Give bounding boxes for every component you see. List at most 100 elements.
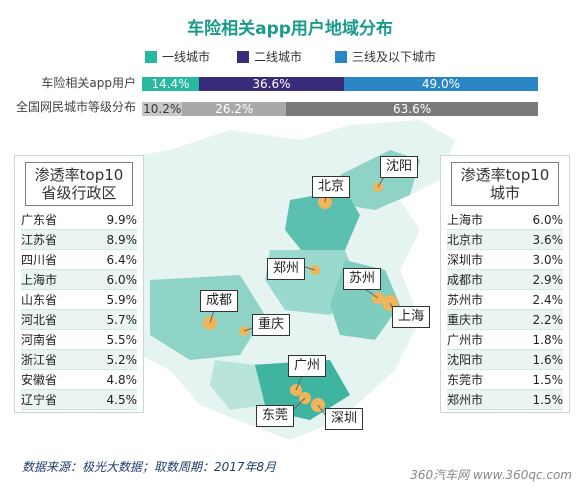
province-name: 上海市 [21, 273, 58, 287]
province-row: 安徽省 4.8% [21, 370, 137, 390]
legend-item-tier3: 三线及以下城市 [335, 48, 436, 65]
city-value: 2.2% [532, 312, 564, 327]
province-name: 河南省 [21, 333, 58, 347]
city-value: 1.8% [532, 332, 564, 347]
province-name: 四川省 [21, 253, 58, 267]
province-row: 江苏省 8.9% [21, 230, 137, 250]
city-panel-title-line2: 城市 [489, 184, 520, 202]
city-name: 郑州市 [447, 393, 484, 407]
city-row: 上海市 6.0% [447, 210, 563, 230]
city-value: 1.5% [532, 392, 564, 407]
bar-segment-tier3: 49.0% [343, 77, 538, 91]
province-row: 河北省 5.7% [21, 310, 137, 330]
map-label-dongguan: 东莞 [256, 405, 295, 427]
province-row: 四川省 6.4% [21, 250, 137, 270]
city-panel: 渗透率top10 城市 上海市 6.0% 北京市 3.6% 深圳市 3.0% 成都市 2.9%… [440, 155, 570, 413]
province-row: 辽宁省 4.5% [21, 390, 137, 410]
city-name: 沈阳市 [447, 353, 484, 367]
city-row: 郑州市 1.5% [447, 390, 563, 410]
city-value: 3.0% [532, 252, 564, 267]
bar-segment-tier2: 26.2% [182, 102, 287, 116]
map-label-chongqing: 重庆 [252, 314, 291, 336]
province-value: 5.7% [106, 312, 138, 327]
province-panel: 渗透率top10 省级行政区 广东省 9.9% 江苏省 8.9% 四川省 6.4% 上海市 6… [14, 155, 144, 413]
city-panel-title-line1: 渗透率top10 [460, 166, 550, 184]
province-value: 5.9% [106, 292, 138, 307]
watermark: 360汽车网 www.360qc.com [410, 468, 572, 482]
legend: 一线城市 二线城市 三线及以下城市 [145, 48, 565, 68]
chart-title: 车险相关app用户地域分布 [187, 19, 393, 39]
province-row: 河南省 5.5% [21, 330, 137, 350]
province-row: 浙江省 5.2% [21, 350, 137, 370]
legend-swatch-tier3 [335, 50, 347, 63]
bar-segment-tier3: 63.6% [286, 102, 538, 116]
city-panel-title: 渗透率top10 城市 [451, 162, 559, 206]
province-row: 广东省 9.9% [21, 210, 137, 230]
legend-item-tier2: 二线城市 [237, 48, 302, 65]
city-value: 2.4% [532, 292, 564, 307]
map-label-zhengzhou: 郑州 [267, 258, 306, 280]
map-label-shenyang: 沈阳 [380, 156, 419, 178]
province-value: 9.9% [106, 212, 138, 227]
legend-item-tier1: 一线城市 [145, 48, 210, 65]
city-name: 东莞市 [447, 373, 484, 387]
province-panel-title-line1: 渗透率top10 [34, 166, 124, 184]
province-name: 江苏省 [21, 233, 58, 247]
stacked-bar-app: 14.4% 36.6% 49.0% [142, 77, 538, 91]
province-value: 4.8% [106, 372, 138, 387]
data-source-note: 数据来源：极光大数据；取数周期：2017年8月 [22, 460, 277, 474]
province-panel-title-line2: 省级行政区 [41, 184, 117, 202]
city-row: 重庆市 2.2% [447, 310, 563, 330]
city-name: 深圳市 [447, 253, 484, 267]
city-name: 重庆市 [447, 313, 484, 327]
city-row: 深圳市 3.0% [447, 250, 563, 270]
city-name: 苏州市 [447, 293, 484, 307]
province-value: 4.5% [106, 392, 138, 407]
bar-row-label-netizen: 全国网民城市等级分布 [15, 100, 136, 114]
legend-label-tier2: 二线城市 [254, 50, 303, 64]
province-value: 6.4% [106, 252, 138, 267]
map-label-chengdu: 成都 [200, 290, 239, 312]
province-value: 5.2% [106, 352, 138, 367]
city-name: 广州市 [447, 333, 484, 347]
map-label-suzhou: 苏州 [343, 268, 382, 290]
bar-row-label-app: 车险相关app用户 [41, 76, 136, 90]
map-label-shanghai: 上海 [392, 306, 431, 328]
city-value: 1.5% [532, 372, 564, 387]
city-value: 3.6% [532, 232, 564, 247]
province-value: 8.9% [106, 232, 138, 247]
map-region-guangxi [210, 360, 265, 410]
city-row: 成都市 2.9% [447, 270, 563, 290]
city-name: 上海市 [447, 213, 484, 227]
city-row: 北京市 3.6% [447, 230, 563, 250]
legend-swatch-tier2 [237, 50, 249, 63]
province-name: 广东省 [21, 213, 58, 227]
province-name: 辽宁省 [21, 393, 58, 407]
legend-swatch-tier1 [145, 50, 157, 63]
city-name: 北京市 [447, 233, 484, 247]
bar-segment-tier2: 36.6% [199, 77, 344, 91]
province-row: 上海市 6.0% [21, 270, 137, 290]
legend-label-tier3: 三线及以下城市 [352, 50, 437, 64]
province-name: 山东省 [21, 293, 58, 307]
map-label-shenzhen: 深圳 [325, 408, 364, 430]
city-row: 沈阳市 1.6% [447, 350, 563, 370]
bar-segment-tier1: 10.2% [142, 102, 183, 116]
province-value: 6.0% [106, 272, 138, 287]
legend-label-tier1: 一线城市 [162, 50, 211, 64]
city-value: 1.6% [532, 352, 564, 367]
bar-segment-tier1: 14.4% [142, 77, 200, 91]
map-label-guangzhou: 广州 [288, 355, 327, 377]
city-row: 东莞市 1.5% [447, 370, 563, 390]
map-label-beijing: 北京 [312, 176, 351, 198]
province-panel-title: 渗透率top10 省级行政区 [25, 162, 133, 206]
province-value: 5.5% [106, 332, 138, 347]
city-row: 广州市 1.8% [447, 330, 563, 350]
province-name: 安徽省 [21, 373, 58, 387]
province-name: 浙江省 [21, 353, 58, 367]
city-value: 6.0% [532, 212, 564, 227]
province-row: 山东省 5.9% [21, 290, 137, 310]
city-row: 苏州市 2.4% [447, 290, 563, 310]
map-region-north [285, 190, 360, 255]
province-name: 河北省 [21, 313, 58, 327]
